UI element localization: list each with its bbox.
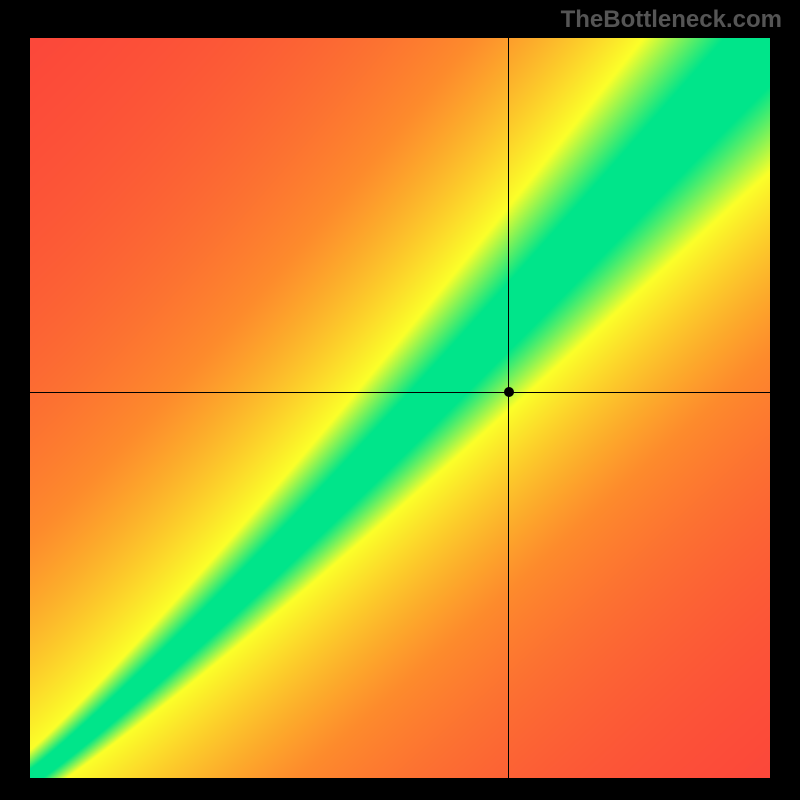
heatmap-canvas <box>30 38 770 778</box>
plot-area <box>30 38 770 778</box>
crosshair-horizontal <box>30 392 770 393</box>
crosshair-vertical <box>508 38 509 778</box>
watermark-text: TheBottleneck.com <box>561 6 782 34</box>
